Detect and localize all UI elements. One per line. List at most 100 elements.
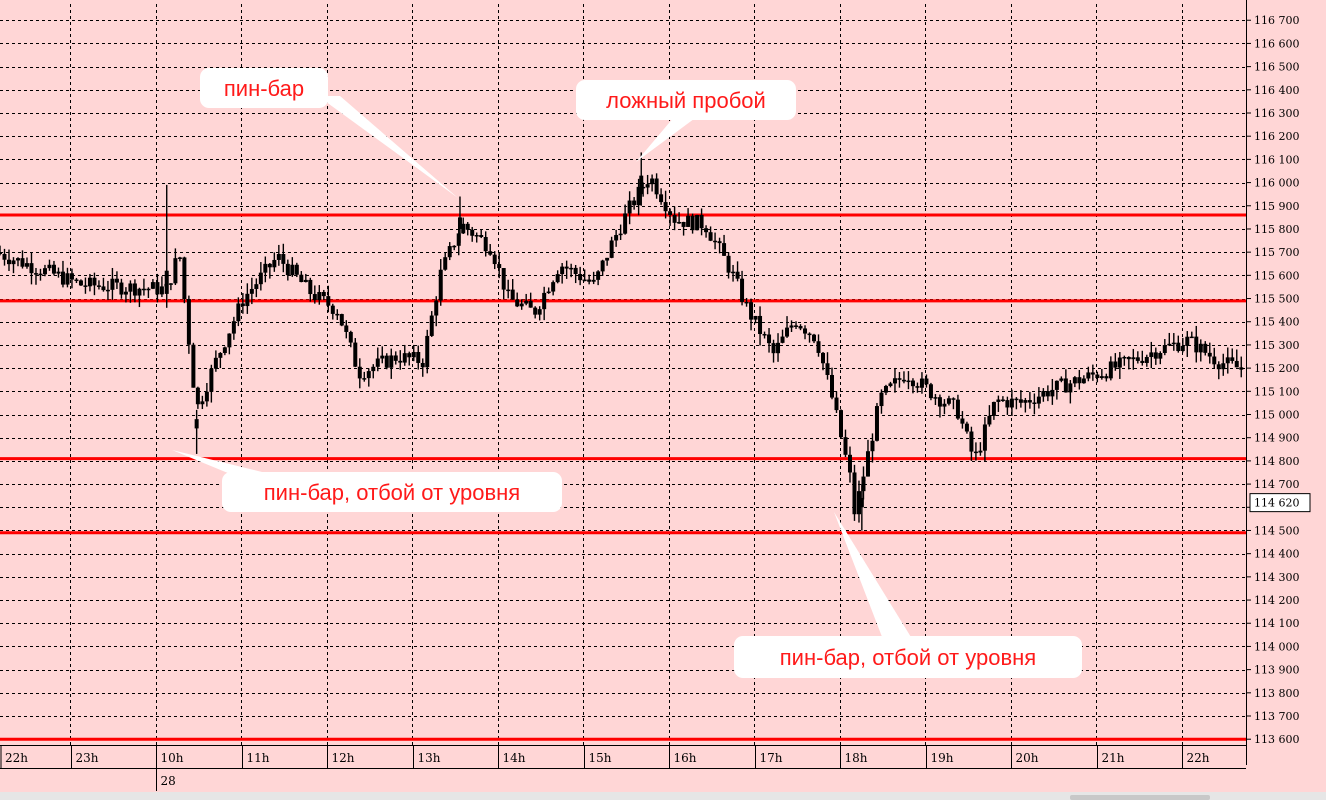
candle-body [578, 274, 583, 281]
candle-body [587, 279, 592, 282]
candle-body [218, 353, 223, 358]
candle-body [1194, 336, 1199, 353]
candle-body [263, 263, 268, 273]
candle [1144, 354, 1149, 367]
candle-body [461, 223, 466, 234]
candle [838, 409, 843, 439]
candle [546, 287, 551, 294]
candle [973, 442, 978, 461]
candle [20, 250, 25, 269]
candle [240, 293, 245, 314]
candle [825, 352, 830, 380]
candle [1225, 347, 1230, 374]
time-tick-label: 10h [161, 751, 184, 765]
candle [231, 316, 236, 340]
candle-body [186, 299, 191, 345]
scrollbar-thumb[interactable] [1070, 795, 1210, 800]
candle [128, 280, 133, 303]
candle-body [29, 263, 34, 274]
candle-body [1203, 343, 1208, 353]
candle-body [92, 277, 97, 286]
candle [213, 350, 218, 372]
current-price-box [1249, 493, 1311, 513]
candle [110, 267, 115, 300]
time-tick-label: 12h [332, 751, 355, 765]
candle-body [987, 415, 992, 425]
candle [1018, 390, 1023, 408]
candle-body [47, 264, 52, 269]
candle-body [1068, 383, 1073, 393]
candle-body [627, 200, 632, 214]
candle-body [240, 303, 245, 307]
candle-body [758, 315, 763, 335]
callout-label: пин-бар [224, 76, 304, 101]
candle [830, 367, 835, 400]
candle [245, 283, 250, 314]
candle [1126, 356, 1131, 370]
candle-body [1122, 356, 1127, 359]
candle-body [1072, 377, 1077, 384]
price-tick-label: 115 700 [1254, 246, 1300, 259]
candle-body [960, 418, 965, 424]
candle-body [919, 378, 924, 388]
candle [101, 277, 106, 292]
candle-body [807, 333, 812, 336]
candle [915, 382, 920, 393]
candle [492, 251, 497, 270]
candle [1059, 376, 1064, 383]
price-tick-label: 116 500 [1254, 61, 1300, 74]
annotation-false-breakout: ложный пробой [576, 80, 796, 162]
candle [1153, 347, 1158, 365]
candle [276, 244, 281, 266]
candle [749, 298, 754, 331]
candle-body [659, 194, 664, 203]
candle-body [906, 380, 911, 383]
candle-body [668, 211, 673, 215]
candle [1036, 387, 1041, 409]
candle-body [303, 279, 308, 283]
price-tick-label: 115 600 [1254, 269, 1300, 282]
candle-body [933, 397, 938, 399]
candle-body [492, 254, 497, 265]
candle-body [1032, 402, 1037, 404]
candle [362, 371, 367, 382]
candle-body [2, 254, 7, 260]
candle [51, 260, 56, 276]
candle-body [1216, 364, 1221, 370]
candle [146, 287, 151, 298]
candle [353, 338, 358, 368]
candle [1032, 393, 1037, 415]
horizontal-scrollbar[interactable] [0, 792, 1326, 800]
price-tick-label: 115 500 [1254, 293, 1300, 306]
candle [105, 280, 110, 301]
horizontal-levels [0, 213, 1246, 741]
candle-body [654, 178, 659, 195]
candle [964, 421, 969, 434]
candle-body [339, 314, 344, 326]
candle-body [852, 472, 857, 515]
candle [1221, 353, 1226, 376]
callout-label: пин-бар, отбой от уровня [264, 480, 520, 505]
candle [425, 329, 430, 374]
candle-body [272, 259, 277, 268]
candle [834, 391, 839, 413]
candle-body [429, 315, 434, 336]
candle [321, 289, 326, 301]
candle [501, 267, 506, 300]
candle [173, 248, 178, 286]
candle-body [928, 384, 933, 399]
candle [69, 268, 74, 289]
candle [1063, 369, 1068, 393]
candle [1027, 391, 1032, 409]
candle [303, 273, 308, 283]
candle-body [1176, 342, 1181, 352]
candle [348, 330, 353, 348]
candle-body [614, 235, 619, 241]
candle-body [42, 268, 47, 275]
annotation-pinbar-bounce-left: пин-бар, отбой от уровня [172, 450, 562, 512]
candle-body [582, 279, 587, 282]
candle-body [843, 437, 848, 455]
candle [254, 278, 259, 298]
candle-body [258, 272, 263, 285]
candle [474, 232, 479, 243]
